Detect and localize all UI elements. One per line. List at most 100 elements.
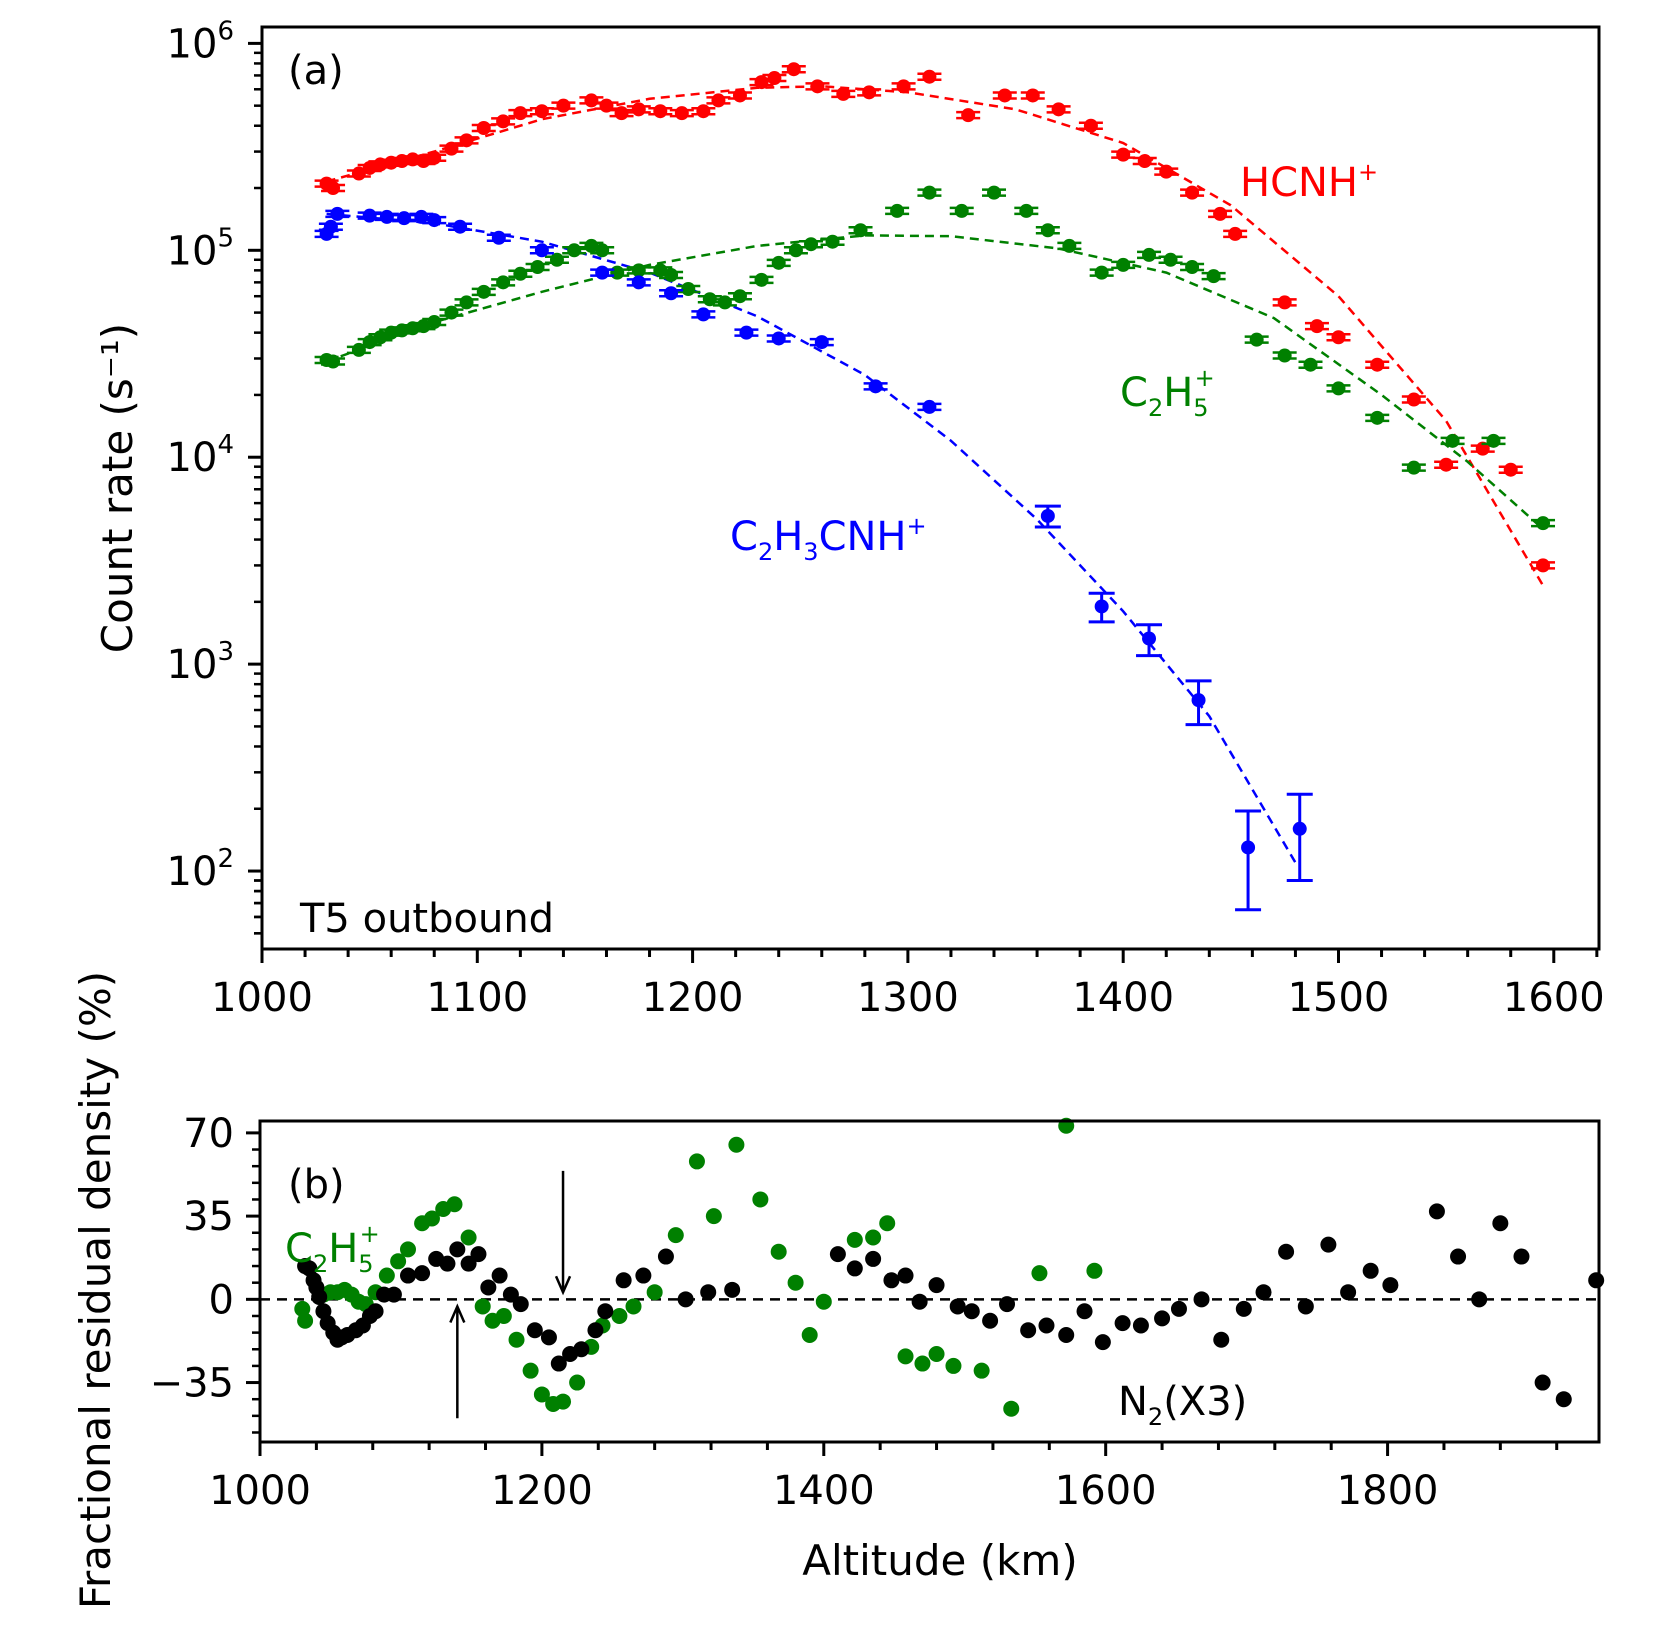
residual-point — [1297, 1298, 1314, 1315]
residual-point — [1114, 1315, 1131, 1332]
x-axis-title: Altitude (km) — [802, 1536, 1077, 1585]
y-tick-label: 70 — [183, 1111, 234, 1157]
x-tick-label: 1600 — [1503, 975, 1605, 1021]
data-point — [326, 181, 341, 196]
residual-point — [865, 1250, 882, 1267]
residual-point — [1038, 1317, 1055, 1334]
data-point — [997, 88, 1012, 103]
data-point — [1159, 164, 1174, 179]
data-point — [444, 141, 459, 156]
arrow-head — [554, 1275, 572, 1296]
residual-point — [297, 1312, 314, 1329]
data-point — [362, 335, 377, 350]
arrows — [449, 1170, 572, 1419]
panel-label-b: (b) — [288, 1162, 345, 1208]
data-point — [1331, 330, 1346, 345]
y-ticks: −35 0 35 70 — [150, 1111, 260, 1434]
residual-point — [897, 1267, 914, 1284]
data-point — [595, 243, 610, 258]
x-tick-label: 1200 — [642, 975, 744, 1021]
residual-point — [945, 1357, 962, 1374]
data-point — [1185, 185, 1200, 200]
residual-point — [724, 1281, 741, 1298]
residual-point — [973, 1362, 990, 1379]
residual-point — [1534, 1374, 1551, 1391]
data-point — [496, 275, 511, 290]
data-point — [771, 331, 786, 346]
x-tick-label: 1600 — [1055, 1468, 1157, 1514]
residual-point — [550, 1355, 567, 1372]
data-point — [1277, 295, 1292, 310]
residual-point — [1003, 1400, 1020, 1417]
residual-point — [555, 1393, 572, 1410]
residual-point — [700, 1284, 717, 1301]
data-point — [1406, 392, 1421, 407]
data-point — [1163, 252, 1178, 267]
data-point — [836, 86, 851, 101]
residual-point — [390, 1253, 407, 1270]
data-point — [922, 185, 937, 200]
data-point — [1116, 257, 1131, 272]
data-point — [1062, 238, 1077, 253]
data-point — [459, 295, 474, 310]
panel-b: −35 0 35 70 1000 1200 1400 1600 1800 Altitude (… — [71, 971, 1605, 1609]
fit-curves — [326, 85, 1545, 864]
data-point — [1094, 599, 1109, 614]
series-label-c2h3cnh: C2H3CNH+ — [730, 512, 927, 566]
residual-point — [928, 1346, 945, 1363]
data-point — [362, 208, 377, 223]
series-label-n2x3: N2(X3) — [1118, 1379, 1247, 1431]
x-tick-label: 1500 — [1288, 975, 1390, 1021]
data-point — [674, 106, 689, 121]
residual-point — [615, 1272, 632, 1289]
data-point — [1370, 410, 1385, 425]
data-point — [414, 209, 429, 224]
residual-point — [399, 1267, 416, 1284]
data-point — [1185, 260, 1200, 275]
residual-point — [1492, 1215, 1509, 1232]
residual-point — [928, 1277, 945, 1294]
data-point — [1083, 118, 1098, 133]
residual-point — [526, 1322, 543, 1339]
data-point — [987, 185, 1002, 200]
data-point — [717, 295, 732, 310]
y-tick-label: 105 — [167, 223, 234, 274]
x-tick-label: 1100 — [426, 975, 528, 1021]
series-label-c2h5-b: C2H5+ — [285, 1220, 380, 1278]
data-point — [1445, 433, 1460, 448]
residual-point — [502, 1286, 519, 1303]
residual-point — [625, 1298, 642, 1315]
data-point — [1536, 516, 1551, 531]
data-point — [326, 354, 341, 369]
residual-point — [1320, 1236, 1337, 1253]
series-label-c2h5: C2H5+ — [1120, 364, 1215, 422]
residual-point — [728, 1136, 745, 1153]
data-point — [696, 307, 711, 322]
data-point — [323, 219, 338, 234]
residual-point — [770, 1243, 787, 1260]
data-point — [1406, 460, 1421, 475]
data-point — [549, 252, 564, 267]
data-point — [1116, 147, 1131, 162]
residual-point — [1340, 1284, 1357, 1301]
residual-point — [815, 1293, 832, 1310]
residual-point — [512, 1296, 529, 1313]
residual-point — [1170, 1300, 1187, 1317]
data-point — [961, 108, 976, 123]
residual-point — [1154, 1310, 1171, 1327]
data-point — [496, 114, 511, 129]
data-point — [810, 79, 825, 94]
data-point — [610, 265, 625, 280]
residual-point — [846, 1231, 863, 1248]
data-point — [804, 237, 819, 252]
data-point — [754, 75, 769, 90]
data-point — [1536, 558, 1551, 573]
data-point — [1439, 457, 1454, 472]
y-axis-title-b: Fractional residual density (%) — [71, 971, 120, 1609]
data-point — [614, 106, 629, 121]
data-point — [351, 342, 366, 357]
y-tick-label: 103 — [167, 637, 234, 688]
residual-point — [611, 1307, 628, 1324]
residual-point — [508, 1331, 525, 1348]
